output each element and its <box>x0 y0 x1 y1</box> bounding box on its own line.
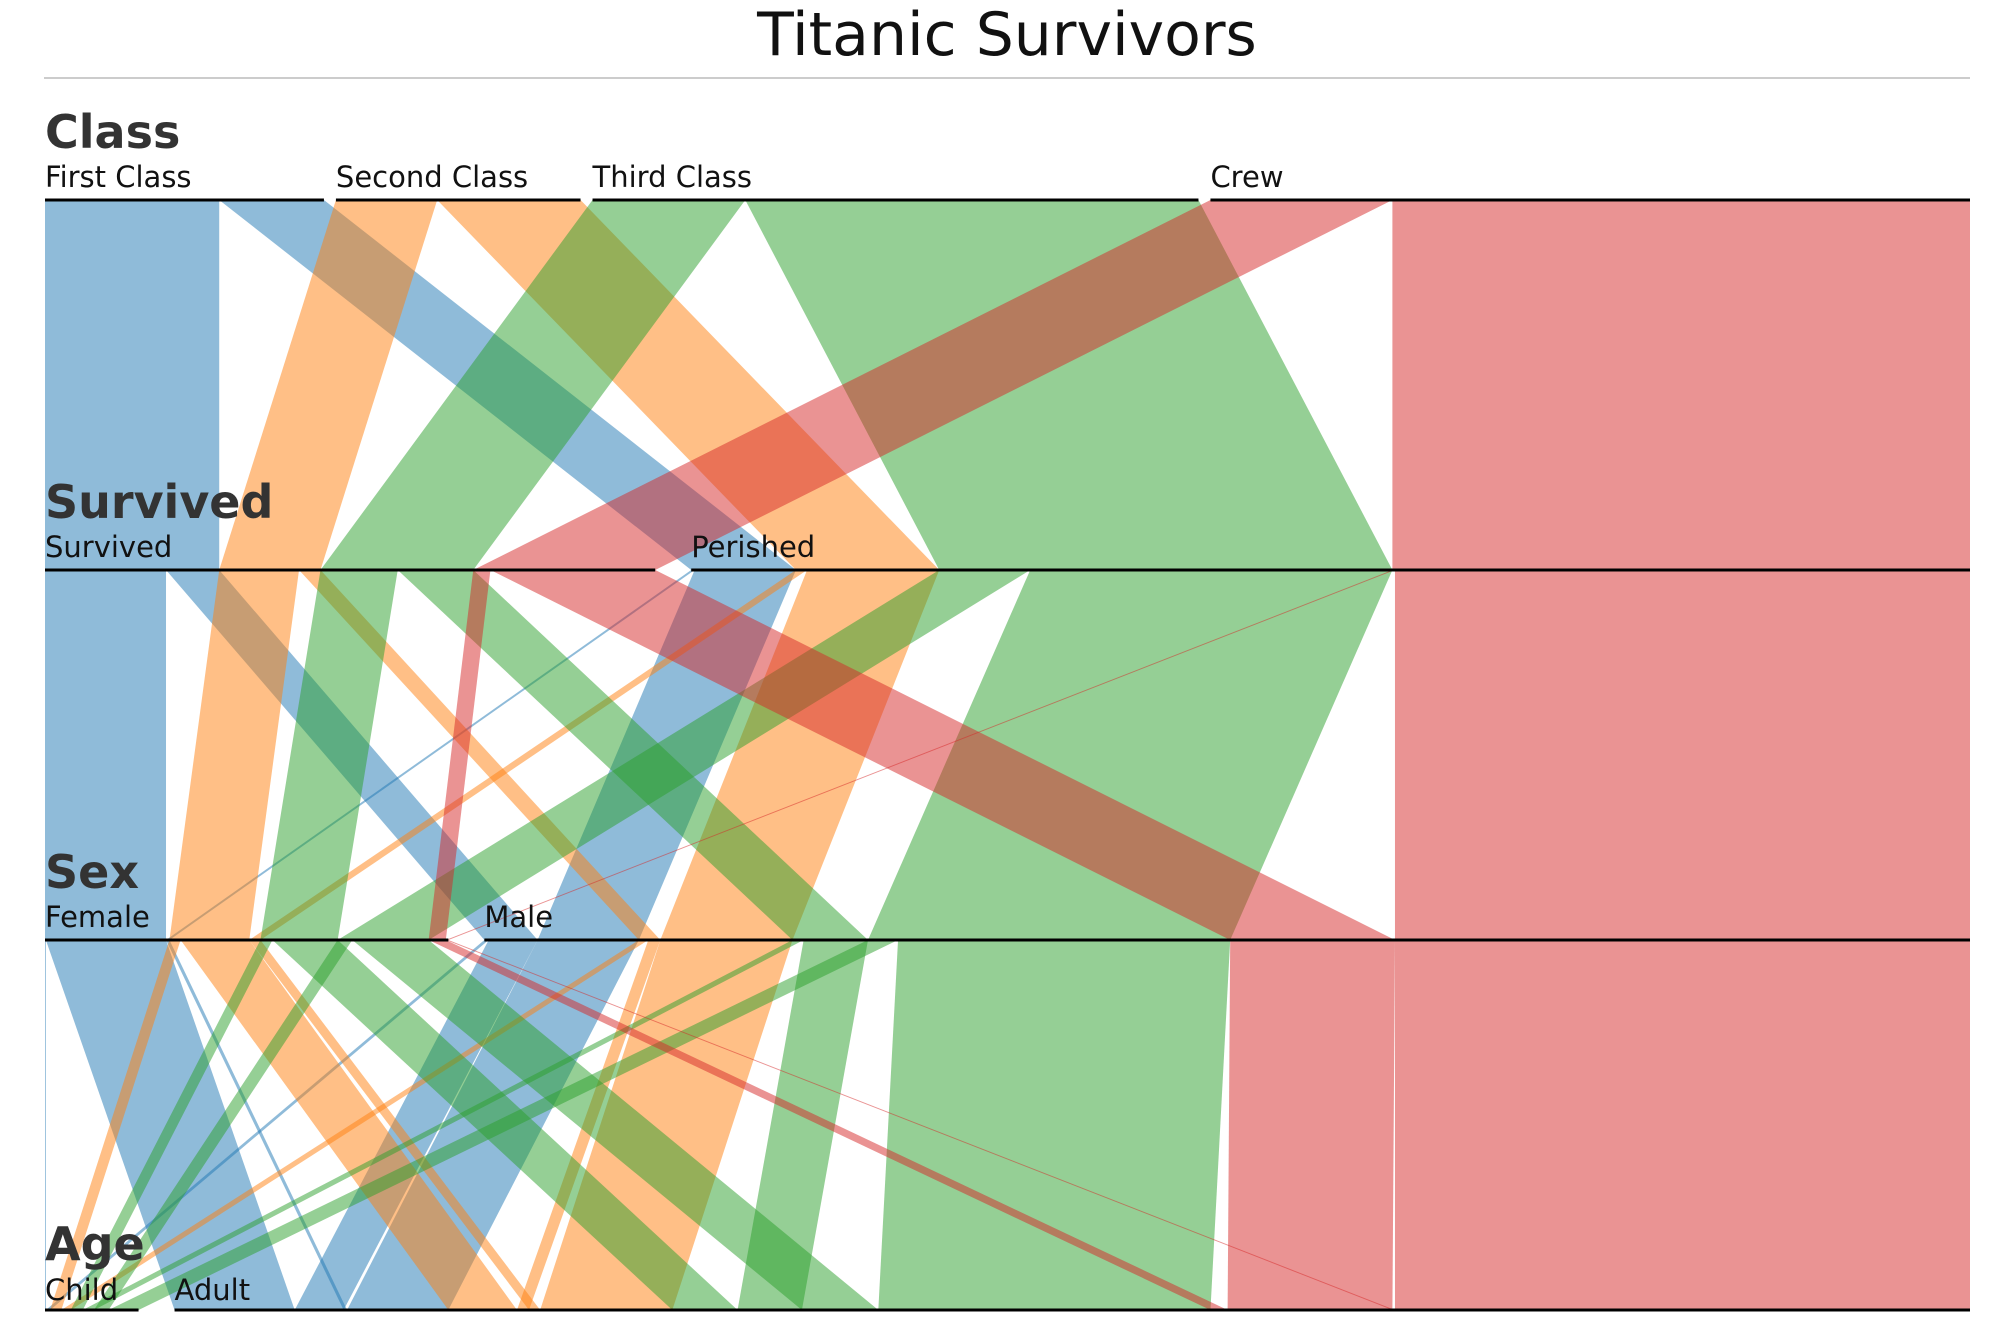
category-label-crew[interactable]: Crew <box>1210 160 1283 194</box>
category-label-female[interactable]: Female <box>45 900 150 934</box>
ribbon-third-class-survived-male-to-adult[interactable] <box>737 940 869 1310</box>
ribbon-crew-to-survived[interactable] <box>473 200 1393 570</box>
ribbon-crew-perished-male-to-adult[interactable] <box>1394 940 1970 1310</box>
ribbon-third-class-survived-to-male[interactable] <box>397 570 869 940</box>
ribbon-third-class-perished-to-female[interactable] <box>337 570 1031 940</box>
ribbon-third-class-perished-female-to-adult[interactable] <box>352 940 879 1310</box>
category-label-third-class[interactable]: Third Class <box>592 160 753 194</box>
ribbon-third-class-to-survived[interactable] <box>320 200 746 570</box>
ribbon-second-class-perished-to-female[interactable] <box>249 570 808 940</box>
ribbon-crew-perished-to-male[interactable] <box>1394 570 1970 940</box>
ribbon-third-class-perished-male-to-child[interactable] <box>108 940 899 1310</box>
ribbon-third-class-perished-to-male[interactable] <box>868 570 1393 940</box>
ribbon-crew-survived-female-to-adult[interactable] <box>428 940 1228 1310</box>
ribbon-third-class-perished-male-to-adult[interactable] <box>878 940 1231 1310</box>
ribbon-crew-perished-female-to-adult[interactable] <box>445 940 1395 1310</box>
page-title: Titanic Survivors <box>757 0 1257 70</box>
category-label-child[interactable]: Child <box>45 1273 118 1307</box>
title-divider <box>44 77 1970 79</box>
category-label-perished[interactable]: Perished <box>691 530 815 564</box>
ribbon-crew-perished-to-female[interactable] <box>445 570 1395 940</box>
ribbon-crew-to-perished[interactable] <box>1392 200 1970 570</box>
category-label-male[interactable]: Male <box>484 900 553 934</box>
dimension-title-class: Class <box>45 105 180 159</box>
ribbon-first-class-survived-to-female[interactable] <box>45 570 167 940</box>
dimension-title-age: Age <box>45 1217 145 1271</box>
ribbon-second-class-to-survived[interactable] <box>219 200 438 570</box>
ribbon-first-class-to-survived[interactable] <box>45 200 220 570</box>
ribbon-third-class-to-perished[interactable] <box>745 200 1393 570</box>
ribbon-first-class-survived-female-to-child[interactable] <box>45 940 46 1310</box>
ribbon-crew-survived-to-female[interactable] <box>428 570 491 940</box>
category-label-first-class[interactable]: First Class <box>45 160 192 194</box>
ribbon-third-class-survived-to-female[interactable] <box>260 570 398 940</box>
category-label-adult[interactable]: Adult <box>175 1273 251 1307</box>
ribbon-crew-survived-male-to-adult[interactable] <box>1227 940 1395 1310</box>
ribbons-layer <box>45 200 1970 1310</box>
ribbon-second-class-survived-female-to-adult[interactable] <box>180 940 517 1310</box>
ribbon-crew-survived-to-male[interactable] <box>490 570 1395 940</box>
ribbon-third-class-survived-female-to-child[interactable] <box>70 940 273 1310</box>
dimension-title-sex: Sex <box>45 845 139 899</box>
category-label-survived[interactable]: Survived <box>45 530 172 564</box>
ribbon-second-class-survived-to-female[interactable] <box>169 570 300 940</box>
ribbon-third-class-survived-male-to-child[interactable] <box>82 940 804 1310</box>
dimension-title-survived: Survived <box>45 475 273 529</box>
ribbon-second-class-perished-female-to-adult[interactable] <box>249 940 541 1310</box>
ribbon-second-class-survived-female-to-child[interactable] <box>50 940 181 1310</box>
ribbon-third-class-perished-female-to-child[interactable] <box>93 940 353 1310</box>
category-label-second-class[interactable]: Second Class <box>336 160 528 194</box>
